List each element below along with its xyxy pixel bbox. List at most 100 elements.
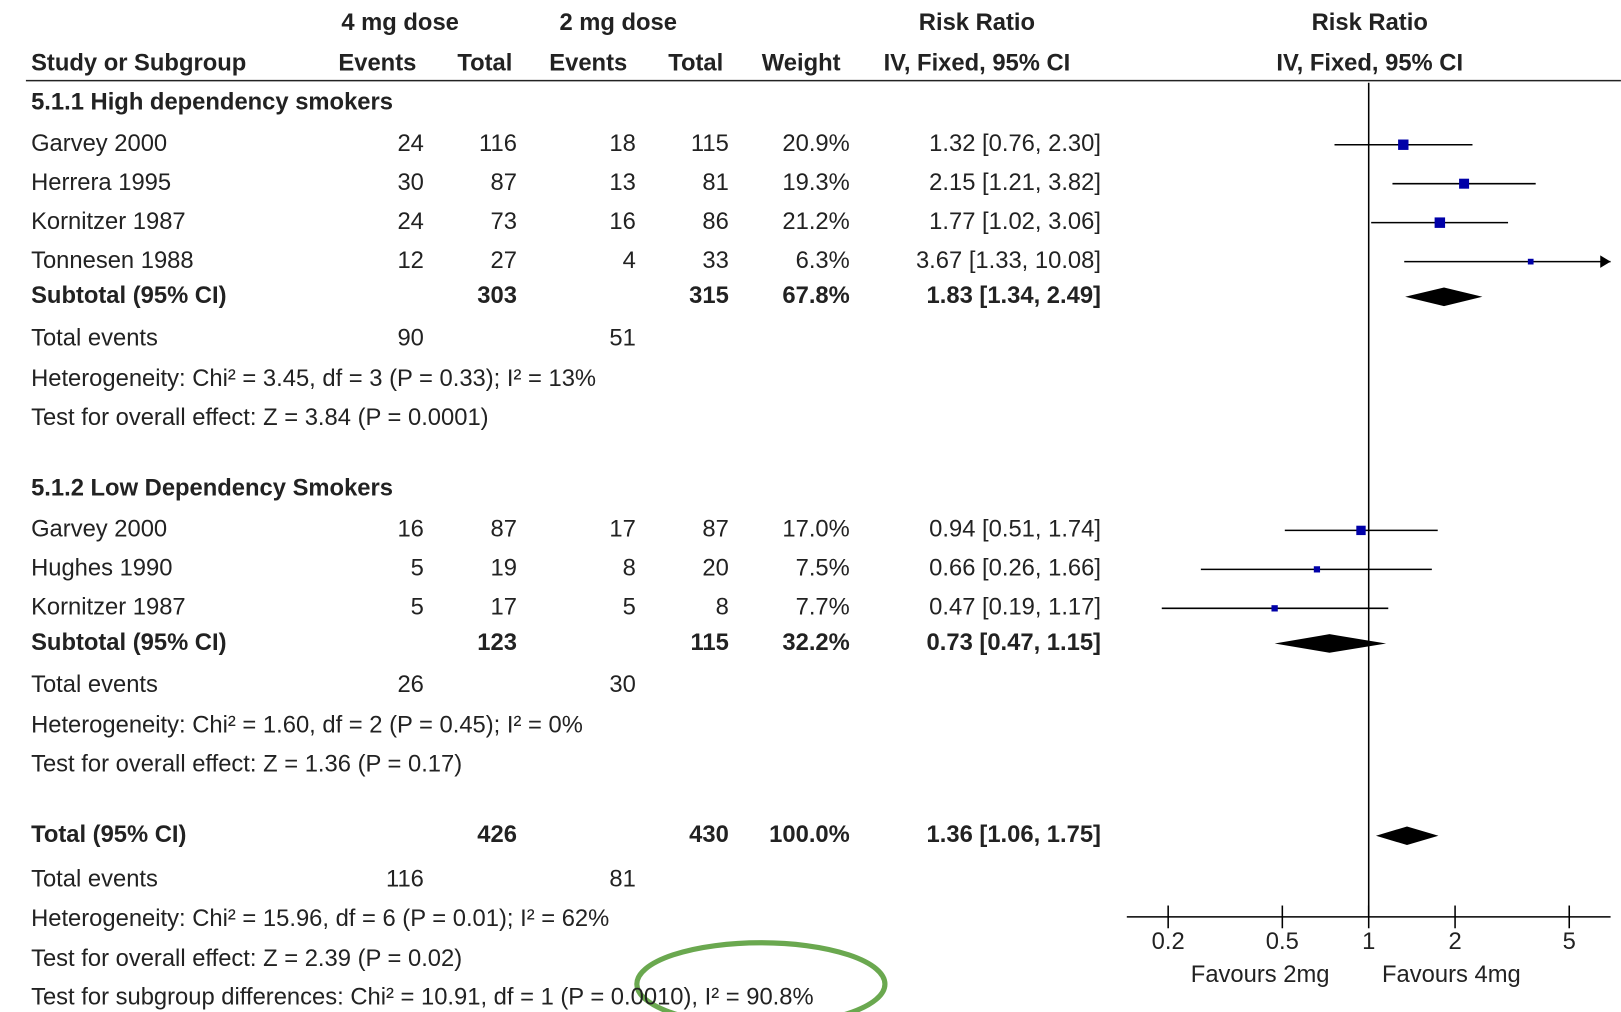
- x-tick-label: 0.2: [1152, 928, 1185, 955]
- study-events2: 8: [623, 555, 636, 582]
- study-events2: 18: [609, 130, 635, 157]
- total-label: Total (95% CI): [31, 821, 186, 848]
- study-ci: 1.77 [1.02, 3.06]: [929, 208, 1101, 235]
- x-tick-label: 2: [1448, 928, 1461, 955]
- effect-marker: [1527, 258, 1534, 265]
- study-weight: 6.3%: [796, 247, 850, 274]
- study-total2: 115: [691, 130, 729, 157]
- study-events1: 24: [397, 208, 423, 235]
- column-header: Weight: [762, 49, 841, 76]
- overall-effect: Test for overall effect: Z = 2.39 (P = 0…: [31, 945, 462, 972]
- total-total1: 426: [477, 821, 517, 848]
- summary-diamond: [1405, 287, 1483, 307]
- study-label: Herrera 1995: [31, 169, 171, 196]
- effect-marker: [1398, 139, 1409, 150]
- study-total1: 87: [490, 169, 516, 196]
- study-ci: 0.66 [0.26, 1.66]: [929, 555, 1101, 582]
- study-total2: 20: [702, 555, 728, 582]
- study-ci: 3.67 [1.33, 10.08]: [916, 247, 1101, 274]
- total-events-events1: 116: [386, 865, 424, 892]
- overall-effect: Test for overall effect: Z = 1.36 (P = 0…: [31, 751, 462, 778]
- highlight-ellipse: [634, 940, 888, 1012]
- plot-header: Risk Ratio: [1312, 9, 1428, 36]
- study-events1: 30: [397, 169, 423, 196]
- study-label: Garvey 2000: [31, 516, 167, 543]
- effect-marker: [1434, 217, 1446, 228]
- heterogeneity: Heterogeneity: Chi² = 15.96, df = 6 (P =…: [31, 905, 609, 932]
- effect-marker: [1271, 605, 1278, 612]
- group-header: 4 mg dose: [341, 9, 459, 36]
- study-ci: 0.94 [0.51, 1.74]: [929, 516, 1101, 543]
- subgroup-test: Test for subgroup differences: Chi² = 10…: [31, 983, 814, 1010]
- study-events2: 4: [623, 247, 636, 274]
- subtotal-total1: 303: [477, 282, 517, 309]
- study-weight: 7.7%: [796, 594, 850, 621]
- study-total1: 87: [490, 516, 516, 543]
- subtotal-total2: 315: [689, 282, 729, 309]
- study-events2: 13: [609, 169, 635, 196]
- study-label: Kornitzer 1987: [31, 208, 186, 235]
- x-tick-label: 1: [1362, 928, 1375, 955]
- study-total2: 86: [702, 208, 728, 235]
- study-weight: 21.2%: [782, 208, 849, 235]
- subtotal-weight: 67.8%: [782, 282, 849, 309]
- study-events2: 5: [623, 594, 636, 621]
- total-total2: 430: [689, 821, 729, 848]
- heterogeneity: Heterogeneity: Chi² = 1.60, df = 2 (P = …: [31, 711, 583, 738]
- study-events1: 12: [397, 247, 423, 274]
- total-events-events2: 51: [609, 324, 635, 351]
- overall-effect: Test for overall effect: Z = 3.84 (P = 0…: [31, 404, 489, 431]
- study-total1: 27: [490, 247, 516, 274]
- study-label: Kornitzer 1987: [31, 594, 186, 621]
- favours-label: Favours 4mg: [1382, 961, 1521, 988]
- total-events-events1: 90: [397, 324, 423, 351]
- total-events-label: Total events: [31, 324, 158, 351]
- subtotal-total2: 115: [690, 629, 728, 656]
- summary-diamond: [1375, 826, 1439, 846]
- study-weight: 19.3%: [782, 169, 849, 196]
- study-label: Tonnesen 1988: [31, 247, 194, 274]
- column-header: Events: [549, 49, 627, 76]
- subtotal-label: Subtotal (95% CI): [31, 282, 226, 309]
- subtotal-weight: 32.2%: [782, 629, 849, 656]
- total-events-label: Total events: [31, 865, 158, 892]
- effect-marker: [1356, 525, 1366, 536]
- summary-diamond: [1274, 634, 1387, 653]
- study-total2: 87: [702, 516, 728, 543]
- study-total2: 33: [702, 247, 728, 274]
- effect-header: Risk Ratio: [919, 9, 1035, 36]
- total-events-events2: 30: [609, 671, 635, 698]
- column-header: Study or Subgroup: [31, 49, 246, 76]
- effect-marker: [1313, 566, 1321, 573]
- total-ci: 1.36 [1.06, 1.75]: [927, 821, 1101, 848]
- subgroup-heading: 5.1.1 High dependency smokers: [31, 89, 393, 116]
- study-weight: 17.0%: [782, 516, 849, 543]
- study-ci: 0.47 [0.19, 1.17]: [929, 594, 1101, 621]
- study-label: Hughes 1990: [31, 555, 172, 582]
- study-events2: 16: [609, 208, 635, 235]
- study-events2: 17: [609, 516, 635, 543]
- effect-marker: [1459, 178, 1470, 189]
- column-header: Total: [668, 49, 723, 76]
- study-events1: 24: [397, 130, 423, 157]
- heterogeneity: Heterogeneity: Chi² = 3.45, df = 3 (P = …: [31, 365, 596, 392]
- study-label: Garvey 2000: [31, 130, 167, 157]
- column-header: IV, Fixed, 95% CI: [884, 49, 1071, 76]
- total-events-events1: 26: [397, 671, 423, 698]
- study-total1: 73: [490, 208, 516, 235]
- total-events-label: Total events: [31, 671, 158, 698]
- study-ci: 1.32 [0.76, 2.30]: [929, 130, 1101, 157]
- study-events1: 16: [397, 516, 423, 543]
- favours-label: Favours 2mg: [1191, 961, 1330, 988]
- plot-header: IV, Fixed, 95% CI: [1276, 49, 1463, 76]
- study-total1: 17: [490, 594, 516, 621]
- total-events-events2: 81: [609, 865, 635, 892]
- study-weight: 20.9%: [782, 130, 849, 157]
- study-events1: 5: [411, 555, 424, 582]
- subtotal-ci: 1.83 [1.34, 2.49]: [927, 282, 1101, 309]
- subtotal-label: Subtotal (95% CI): [31, 629, 226, 656]
- study-total2: 8: [716, 594, 729, 621]
- study-weight: 7.5%: [796, 555, 850, 582]
